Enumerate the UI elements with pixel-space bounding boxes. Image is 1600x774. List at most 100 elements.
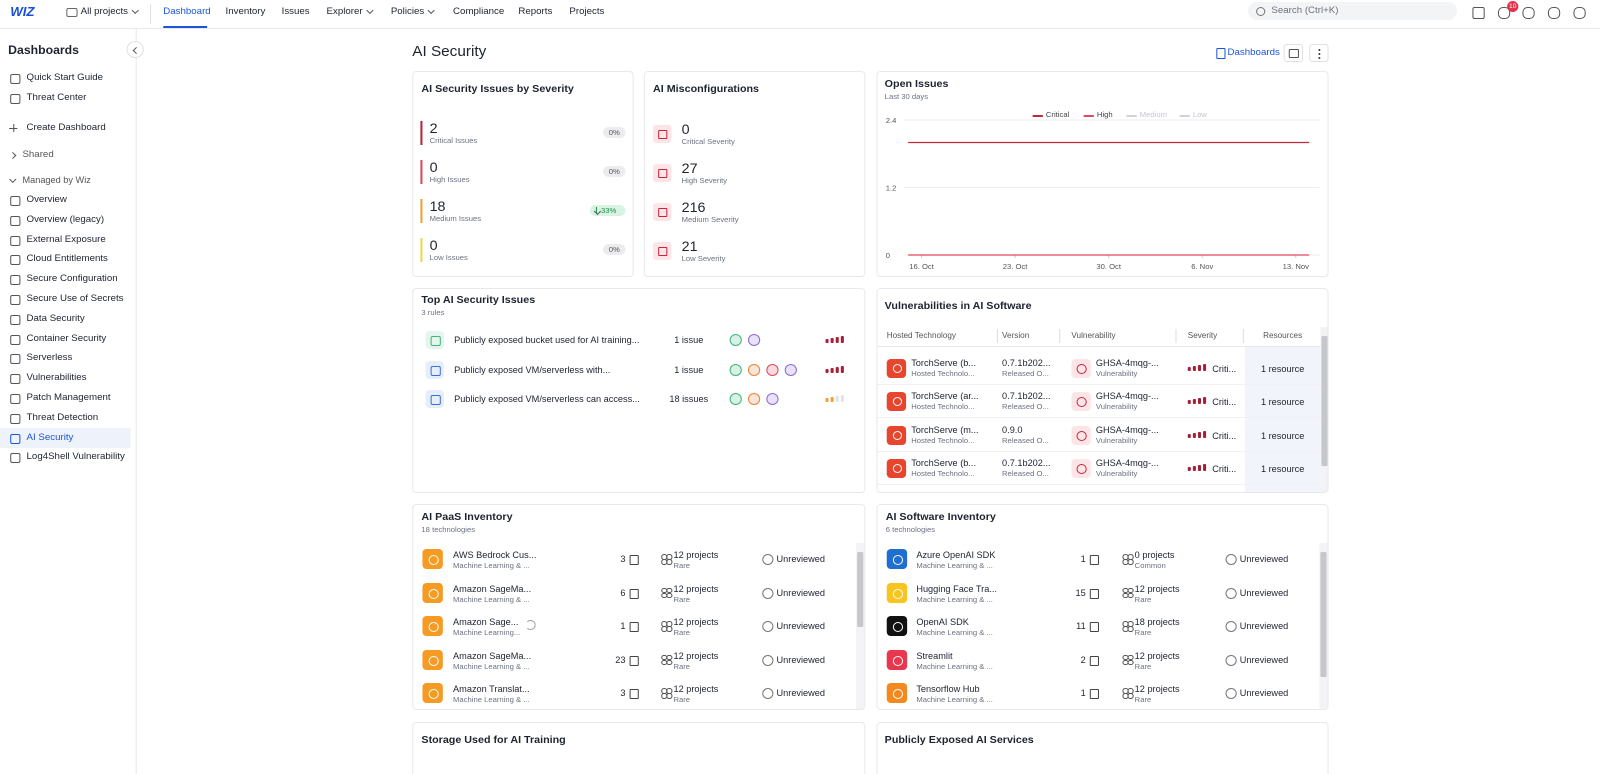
sidebar-item[interactable]: AI Security [26, 431, 74, 443]
severity-level [825, 368, 829, 373]
rule-title[interactable]: Publicly exposed VM/serverless with... [454, 364, 611, 375]
legend-label[interactable]: Medium [1139, 110, 1168, 119]
vuln-id[interactable]: GHSA-4mqg-... [1095, 458, 1159, 469]
tech-name[interactable]: Hugging Face Tra... [916, 583, 997, 594]
column-header[interactable]: Severity [1187, 331, 1218, 340]
nav-item[interactable]: Reports [518, 6, 553, 17]
sidebar-item[interactable]: Quick Start Guide [26, 72, 104, 83]
tech-icon [886, 649, 908, 670]
column-header[interactable]: Vulnerability [1071, 331, 1116, 340]
sidebar-item[interactable]: Serverless [26, 352, 73, 364]
sidebar-item[interactable]: Overview (legacy) [26, 213, 105, 225]
column-header[interactable]: Resources [1263, 331, 1303, 340]
sidebar-group[interactable]: Managed by Wiz [22, 175, 91, 185]
review-status[interactable]: Unreviewed [776, 554, 826, 564]
metric-label: Low Issues [429, 253, 468, 262]
tech-name[interactable]: Amazon Translat... [453, 684, 530, 694]
review-status[interactable]: Unreviewed [1239, 587, 1289, 598]
nav-item[interactable]: Issues [281, 6, 310, 17]
tech-name[interactable]: TorchServe (ar... [911, 391, 979, 402]
tech-name[interactable]: Amazon Sage... [453, 617, 519, 627]
icon [892, 622, 904, 632]
sidebar-item[interactable]: Overview [26, 194, 67, 205]
review-status[interactable]: Unreviewed [1239, 654, 1289, 665]
review-status[interactable]: Unreviewed [1239, 554, 1289, 564]
sidebar-item[interactable]: Threat Detection [26, 411, 99, 423]
dashboards-button[interactable]: Dashboards [1227, 47, 1280, 58]
nav-item[interactable]: Compliance [453, 6, 505, 17]
tech-name[interactable]: TorchServe (m... [911, 424, 979, 435]
legend-label[interactable]: Critical [1045, 110, 1070, 119]
sidebar-item[interactable]: Secure Configuration [26, 273, 118, 285]
sidebar-item[interactable]: External Exposure [26, 233, 106, 245]
tech-name[interactable]: OpenAI SDK [916, 617, 969, 627]
tech-name[interactable]: Azure OpenAI SDK [916, 550, 996, 560]
severity: Criti... [1212, 430, 1237, 441]
nav-item[interactable]: Projects [569, 6, 605, 17]
sidebar-create[interactable]: Create Dashboard [26, 122, 106, 133]
legend-label[interactable]: Low [1192, 110, 1207, 119]
resources[interactable]: 1 resource [1260, 430, 1305, 441]
review-status[interactable]: Unreviewed [776, 587, 826, 598]
review-status[interactable]: Unreviewed [776, 688, 826, 698]
review-status[interactable]: Unreviewed [1239, 621, 1289, 631]
column-header[interactable]: Hosted Technology [886, 331, 957, 340]
nav-item[interactable]: Dashboard [163, 6, 211, 17]
icon [1127, 559, 1134, 565]
tech-name[interactable]: AWS Bedrock Cus... [453, 550, 537, 560]
resource-count: 15 [1075, 587, 1086, 598]
tech-name[interactable]: Streamlit [916, 650, 953, 661]
tech-icon [886, 359, 907, 378]
legend-swatch [1032, 115, 1043, 117]
sidebar-item[interactable]: Data Security [26, 312, 85, 324]
column-header[interactable]: Version [1002, 331, 1030, 340]
sidebar-item[interactable]: Patch Management [26, 392, 111, 403]
project-selector[interactable]: All projects [80, 6, 129, 17]
icon [892, 397, 903, 407]
vuln-id[interactable]: GHSA-4mqg-... [1095, 424, 1159, 435]
row-border [877, 384, 1321, 385]
legend-label[interactable]: High [1096, 110, 1113, 119]
sidebar-icon [10, 314, 21, 325]
sidebar-item[interactable]: Container Security [26, 332, 107, 344]
tech-name[interactable]: TorchServe (b... [911, 458, 977, 469]
projects: 12 projects [673, 684, 719, 694]
tech-name[interactable]: Amazon SageMa... [453, 650, 532, 661]
resource-icon [1089, 555, 1099, 565]
sidebar-item[interactable]: Log4Shell Vulnerability [26, 451, 125, 463]
nav-item[interactable]: Explorer [326, 6, 363, 17]
tech-category: Machine Learning & ... [453, 594, 530, 604]
card: AI Software Inventory 6 technologies Azure… [876, 504, 1329, 710]
nav-item[interactable]: Policies [390, 6, 425, 17]
rule-title[interactable]: Publicly exposed bucket used for AI trai… [454, 335, 640, 345]
review-status[interactable]: Unreviewed [1239, 688, 1289, 698]
tech-icon [422, 683, 443, 703]
nav-item[interactable]: Inventory [225, 6, 266, 17]
sidebar-group[interactable]: Shared [22, 149, 54, 160]
tech-name[interactable]: Amazon SageMa... [453, 583, 532, 594]
icon [1127, 693, 1134, 699]
sidebar-item[interactable]: Cloud Entitlements [26, 253, 108, 265]
sidebar-item[interactable]: Threat Center [26, 92, 87, 103]
resources[interactable]: 1 resource [1260, 397, 1305, 408]
resources[interactable]: 1 resource [1260, 364, 1305, 374]
header-border [877, 346, 1321, 347]
sidebar-icon [10, 235, 21, 246]
sidebar-item[interactable]: Secure Use of Secrets [26, 293, 124, 304]
tech-name[interactable]: TorchServe (b... [911, 358, 977, 368]
vuln-id[interactable]: GHSA-4mqg-... [1095, 391, 1159, 402]
severity-bar [420, 160, 423, 184]
nav-active-underline [163, 26, 208, 28]
sidebar: Dashboards Quick Start Guide Threat Center… [0, 29, 137, 774]
legend-swatch [1083, 115, 1094, 117]
rule-title[interactable]: Publicly exposed VM/serverless can acces… [454, 394, 640, 404]
vuln-id[interactable]: GHSA-4mqg-... [1095, 358, 1159, 368]
resources[interactable]: 1 resource [1260, 464, 1305, 475]
severity-level [1203, 430, 1207, 438]
tech-name[interactable]: Tensorflow Hub [916, 684, 980, 694]
review-status[interactable]: Unreviewed [776, 654, 826, 665]
sidebar-item[interactable]: Vulnerabilities [26, 372, 87, 384]
icon [729, 363, 742, 376]
rule-icon [425, 360, 444, 379]
review-status[interactable]: Unreviewed [776, 621, 826, 631]
